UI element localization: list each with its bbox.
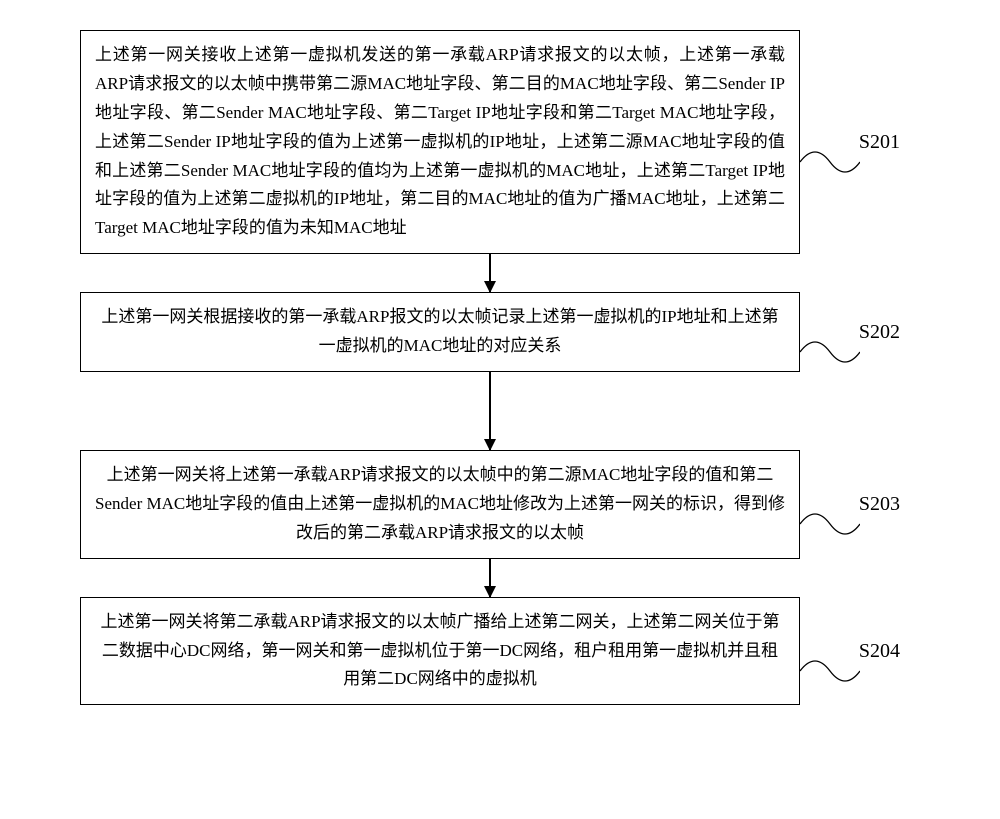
connector-curve-icon [800,651,860,691]
step-box-s204: 上述第一网关将第二承载ARP请求报文的以太帧广播给上述第二网关，上述第二网关位于… [80,597,800,706]
connector-curve-icon [800,504,860,544]
step-text: 上述第一网关根据接收的第一承载ARP报文的以太帧记录上述第一虚拟机的IP地址和上… [101,307,778,355]
arrow-down-icon [489,372,491,450]
arrow-wrap [130,372,850,450]
label-wrap: S201 [800,131,900,154]
step-box-s203: 上述第一网关将上述第一承载ARP请求报文的以太帧中的第二源MAC地址字段的值和第… [80,450,800,559]
step-row: 上述第一网关根据接收的第一承载ARP报文的以太帧记录上述第一虚拟机的IP地址和上… [80,292,900,372]
arrow-wrap [130,559,850,597]
connector-curve-icon [800,332,860,372]
step-row: 上述第一网关接收上述第一虚拟机发送的第一承载ARP请求报文的以太帧，上述第一承载… [80,30,900,254]
step-box-s202: 上述第一网关根据接收的第一承载ARP报文的以太帧记录上述第一虚拟机的IP地址和上… [80,292,800,372]
arrow-down-icon [489,254,491,292]
arrow-down-icon [489,559,491,597]
connector-curve-icon [800,142,860,182]
step-row: 上述第一网关将上述第一承载ARP请求报文的以太帧中的第二源MAC地址字段的值和第… [80,450,900,559]
step-box-s201: 上述第一网关接收上述第一虚拟机发送的第一承载ARP请求报文的以太帧，上述第一承载… [80,30,800,254]
flowchart-container: 上述第一网关接收上述第一虚拟机发送的第一承载ARP请求报文的以太帧，上述第一承载… [80,30,900,705]
arrow-wrap [130,254,850,292]
step-row: 上述第一网关将第二承载ARP请求报文的以太帧广播给上述第二网关，上述第二网关位于… [80,597,900,706]
step-text: 上述第一网关接收上述第一虚拟机发送的第一承载ARP请求报文的以太帧，上述第一承载… [95,45,785,237]
label-wrap: S202 [800,321,900,344]
label-wrap: S203 [800,493,900,516]
step-text: 上述第一网关将上述第一承载ARP请求报文的以太帧中的第二源MAC地址字段的值和第… [95,465,785,542]
step-text: 上述第一网关将第二承载ARP请求报文的以太帧广播给上述第二网关，上述第二网关位于… [100,612,779,689]
label-wrap: S204 [800,640,900,663]
